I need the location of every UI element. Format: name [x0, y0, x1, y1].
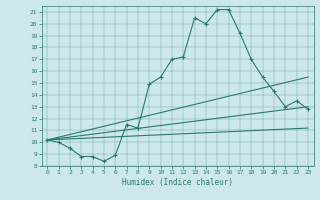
- X-axis label: Humidex (Indice chaleur): Humidex (Indice chaleur): [122, 178, 233, 187]
